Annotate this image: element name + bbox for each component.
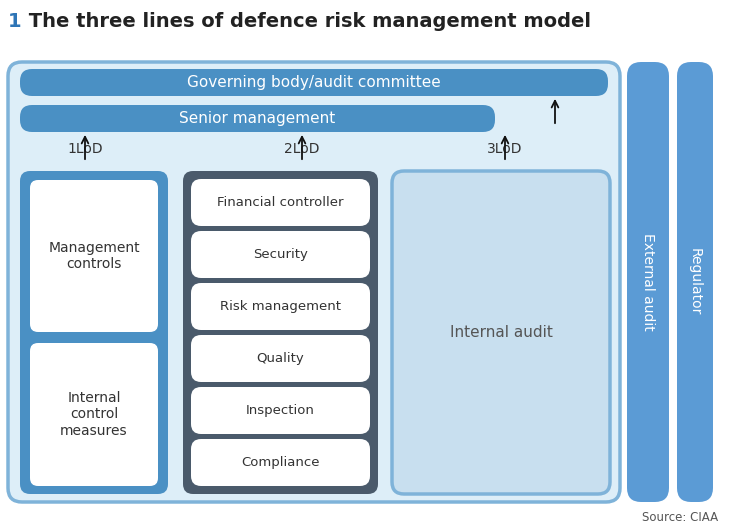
Text: Inspection: Inspection	[246, 404, 315, 417]
Text: Internal
control
measures: Internal control measures	[60, 392, 128, 438]
Text: Compliance: Compliance	[241, 456, 320, 469]
Text: External audit: External audit	[641, 233, 655, 331]
FancyBboxPatch shape	[183, 171, 378, 494]
FancyBboxPatch shape	[191, 335, 370, 382]
Text: Senior management: Senior management	[180, 111, 336, 126]
FancyBboxPatch shape	[191, 179, 370, 226]
FancyBboxPatch shape	[627, 62, 669, 502]
FancyBboxPatch shape	[191, 439, 370, 486]
Text: Management
controls: Management controls	[48, 241, 140, 271]
Text: The three lines of defence risk management model: The three lines of defence risk manageme…	[22, 12, 591, 31]
FancyBboxPatch shape	[20, 171, 168, 494]
Text: 2LoD: 2LoD	[284, 142, 320, 156]
FancyBboxPatch shape	[677, 62, 713, 502]
Text: 1: 1	[8, 12, 22, 31]
FancyBboxPatch shape	[191, 231, 370, 278]
Text: Financial controller: Financial controller	[218, 196, 344, 209]
FancyBboxPatch shape	[191, 283, 370, 330]
FancyBboxPatch shape	[20, 69, 608, 96]
FancyBboxPatch shape	[30, 343, 158, 486]
Text: Governing body/audit committee: Governing body/audit committee	[187, 75, 441, 90]
FancyBboxPatch shape	[30, 180, 158, 332]
Text: Internal audit: Internal audit	[450, 325, 553, 340]
Text: Risk management: Risk management	[220, 300, 341, 313]
FancyBboxPatch shape	[8, 62, 620, 502]
Text: 1LoD: 1LoD	[67, 142, 103, 156]
Text: Quality: Quality	[257, 352, 304, 365]
Text: Source: CIAA: Source: CIAA	[642, 511, 718, 524]
FancyBboxPatch shape	[392, 171, 610, 494]
FancyBboxPatch shape	[20, 105, 495, 132]
Text: 3LoD: 3LoD	[487, 142, 523, 156]
Text: Security: Security	[253, 248, 308, 261]
Text: Regulator: Regulator	[688, 248, 702, 315]
FancyBboxPatch shape	[191, 387, 370, 434]
